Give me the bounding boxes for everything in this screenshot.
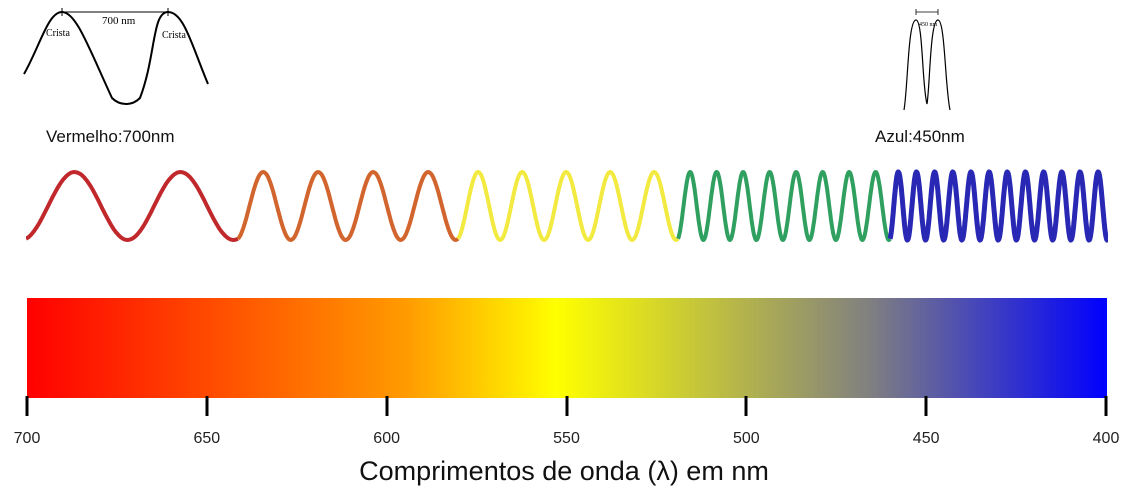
wave-segment-3: [456, 170, 680, 242]
wavelength-axis: 700 650 600 550 500 450 400: [0, 396, 1128, 456]
blue-inset-wave: [903, 19, 951, 111]
axis-tick-label-450: 450: [912, 430, 940, 447]
axis-tick-450: [924, 396, 928, 416]
axis-tick-500: [744, 396, 748, 416]
axis-tick-label-500: 500: [732, 430, 760, 447]
blue-inset-wavelength-label: 450 nm: [919, 22, 938, 28]
axis-tick-600: [385, 396, 389, 416]
axis-tick-label-650: 650: [193, 430, 221, 447]
blue-wavelength-label: Azul:450nm: [875, 127, 965, 146]
visible-spectrum-bar: [27, 298, 1107, 398]
wave-segment-2: [236, 170, 460, 242]
axis-tick-400: [1104, 396, 1108, 416]
axis-tick-650: [205, 396, 209, 416]
axis-tick-label-400: 400: [1092, 430, 1120, 447]
red-wavelength-label: Vermelho:700nm: [46, 127, 175, 146]
wave-segment-5: [887, 169, 1108, 243]
blue-wave-inset: 450 nm: [903, 9, 951, 111]
colored-wave-strip: [26, 169, 1108, 243]
axis-tick-550: [565, 396, 568, 416]
axis-tick-label-550: 550: [553, 430, 580, 447]
axis-title: Comprimentos de onda (λ) em nm: [359, 456, 769, 486]
axis-tick-label-700: 700: [13, 430, 41, 447]
red-inset-wavelength-label: 700 nm: [102, 15, 136, 27]
crest-label-left: Crista: [46, 28, 70, 39]
axis-tick-label-600: 600: [373, 430, 401, 447]
wave-segment-1: [26, 170, 239, 242]
red-inset-wave: [23, 10, 209, 105]
wave-segment-4: [676, 170, 892, 242]
crest-label-right: Crista: [162, 30, 186, 41]
axis-tick-700: [25, 396, 29, 416]
red-wave-inset: 700 nm Crista Crista: [23, 8, 209, 105]
